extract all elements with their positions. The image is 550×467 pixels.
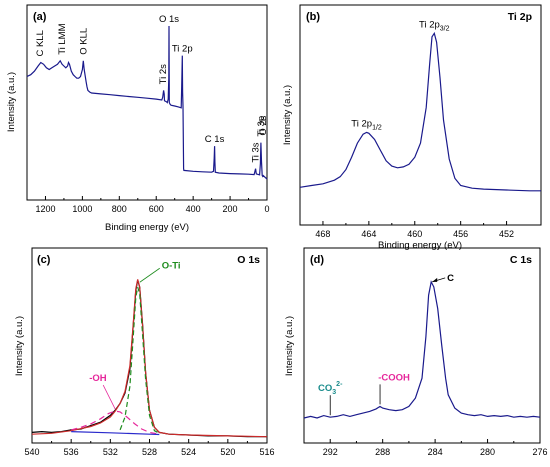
- x-tick-label: 800: [112, 204, 127, 214]
- x-tick-label: 280: [480, 447, 495, 457]
- x-tick-label: 288: [375, 447, 390, 457]
- peak-label-cooh: -COOH: [378, 372, 410, 383]
- peak-label: O 1s: [159, 14, 179, 25]
- x-tick-label: 600: [149, 204, 164, 214]
- x-tick-label: 524: [181, 447, 196, 457]
- x-tick-label: 528: [142, 447, 157, 457]
- panel-d-frame: [303, 247, 541, 444]
- x-tick-label: 520: [220, 447, 235, 457]
- panel-c-ylabel: Intensity (a.u.): [14, 316, 25, 376]
- peak-label: C 1s: [205, 134, 225, 145]
- series-line: [303, 280, 541, 419]
- series-line-oh: [71, 410, 160, 435]
- panel-b-ylabel: Intensity (a.u.): [282, 85, 293, 145]
- peak-label: Ti 2s: [158, 64, 169, 84]
- peak-label: Ti LMM: [57, 23, 68, 54]
- series-line: [26, 25, 268, 180]
- panel-a-label: (a): [33, 11, 47, 23]
- panel-d-ylabel: Intensity (a.u.): [284, 316, 295, 376]
- peak-label: Ti 3p: [256, 116, 267, 137]
- x-tick-label: 468: [315, 229, 330, 239]
- x-tick-label: 452: [499, 229, 514, 239]
- peak-label: Ti 2p3/2: [419, 19, 450, 32]
- panel-d: (d) C 1s Intensity (a.u.) 292 288 284 280 27…: [284, 247, 548, 457]
- panel-c-frame: [31, 247, 268, 444]
- annotation-leader: [139, 267, 160, 283]
- x-tick-label: 1000: [72, 204, 92, 214]
- x-tick-label: 464: [361, 229, 376, 239]
- series-line-measured: [31, 280, 267, 438]
- peak-label: O 2s: [258, 115, 269, 135]
- series-line-background: [71, 431, 160, 436]
- peak-label-oh: -OH: [89, 373, 107, 384]
- panel-a-frame: [26, 4, 268, 201]
- panel-b-plot: 468 464 460 456 452 Ti 2p1/2 Ti 2p3/2: [299, 19, 541, 239]
- panel-a: (a) Binding energy (eV) Intensity (a.u.)…: [6, 4, 270, 233]
- x-tick-label: 284: [428, 447, 443, 457]
- peak-label: Ti 2p1/2: [351, 118, 382, 131]
- x-tick-label: 536: [64, 447, 79, 457]
- x-tick-label: 460: [407, 229, 422, 239]
- panel-b: (b) Ti 2p Binding energy (eV) Intensity …: [282, 4, 542, 251]
- peak-label: Ti 2p: [172, 44, 193, 55]
- peak-label-oti: O-Ti: [162, 260, 181, 271]
- series-line: [299, 31, 541, 192]
- x-tick-label: 532: [103, 447, 118, 457]
- x-tick-label: 1200: [35, 204, 55, 214]
- x-tick-label: 516: [259, 447, 274, 457]
- panel-a-ylabel: Intensity (a.u.): [6, 72, 17, 132]
- panel-c-plot: 540 536 532 528 524 520 516 O-Ti -OH: [24, 260, 274, 457]
- peak-label-co3: CO32-: [318, 381, 343, 396]
- x-tick-label: 400: [186, 204, 201, 214]
- panel-b-label: (b): [306, 11, 320, 23]
- x-tick-label: 200: [223, 204, 238, 214]
- annotation-leader: [102, 384, 116, 410]
- series-line-oti: [119, 286, 160, 434]
- panel-d-title: C 1s: [510, 254, 532, 266]
- panel-c-label: (c): [37, 254, 51, 266]
- peak-label-c: C: [447, 273, 454, 284]
- x-tick-label: 292: [323, 447, 338, 457]
- peak-label: C KLL: [35, 30, 46, 56]
- panel-b-xlabel: Binding energy (eV): [378, 240, 462, 251]
- peak-label: O KLL: [78, 28, 89, 55]
- x-tick-label: 540: [24, 447, 39, 457]
- x-tick-label: 276: [532, 447, 547, 457]
- panel-b-title: Ti 2p: [508, 11, 532, 23]
- x-tick-label: 0: [264, 204, 269, 214]
- panel-c-title: O 1s: [237, 254, 260, 266]
- panel-a-plot: 1200 1000 800 600 400 200 0 O 1s Ti 2p C KLL Ti LM…: [26, 14, 270, 214]
- peak-label: Ti 3s: [251, 142, 262, 162]
- arrow-head: [432, 277, 438, 282]
- panel-c: (c) O 1s Intensity (a.u.) 540 536 532 528 52…: [14, 247, 275, 457]
- series-line-fitted: [31, 279, 268, 438]
- panel-b-frame: [299, 4, 542, 226]
- panel-d-plot: 292 288 284 280 276 C -COOH CO32-: [303, 273, 548, 457]
- panel-a-xlabel: Binding energy (eV): [105, 222, 189, 233]
- panel-d-label: (d): [310, 254, 324, 266]
- x-tick-label: 456: [453, 229, 468, 239]
